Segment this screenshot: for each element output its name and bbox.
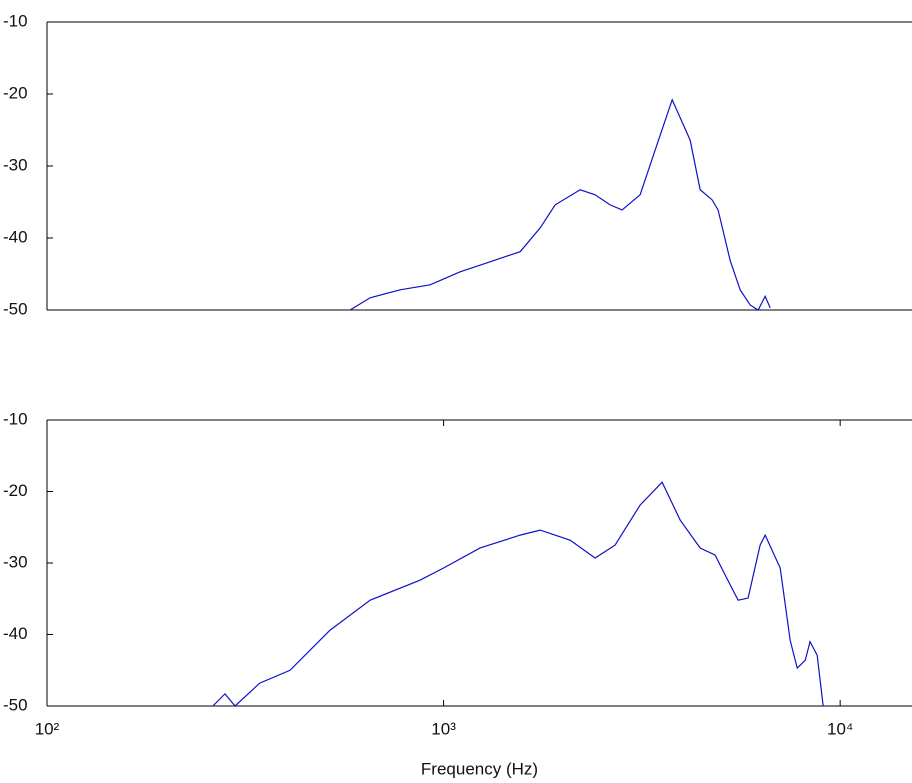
data-line (212, 481, 824, 707)
y-tick-label: -50 (3, 695, 28, 714)
x-axis-label: Frequency (Hz) (421, 759, 538, 778)
y-tick-label: -50 (3, 299, 28, 318)
y-tick-label: -40 (3, 227, 28, 246)
x-tick-label: 10⁴ (827, 719, 853, 738)
y-tick-label: -40 (3, 624, 28, 643)
y-tick-label: -20 (3, 481, 28, 500)
y-tick-label: -10 (3, 11, 28, 30)
y-tick-label: -30 (3, 552, 28, 571)
x-tick-label: 10² (35, 719, 60, 738)
data-line (349, 98, 771, 311)
y-tick-label: -30 (3, 155, 28, 174)
y-tick-label: -20 (3, 83, 28, 102)
y-tick-label: -10 (3, 409, 28, 428)
x-tick-label: 10³ (431, 719, 456, 738)
